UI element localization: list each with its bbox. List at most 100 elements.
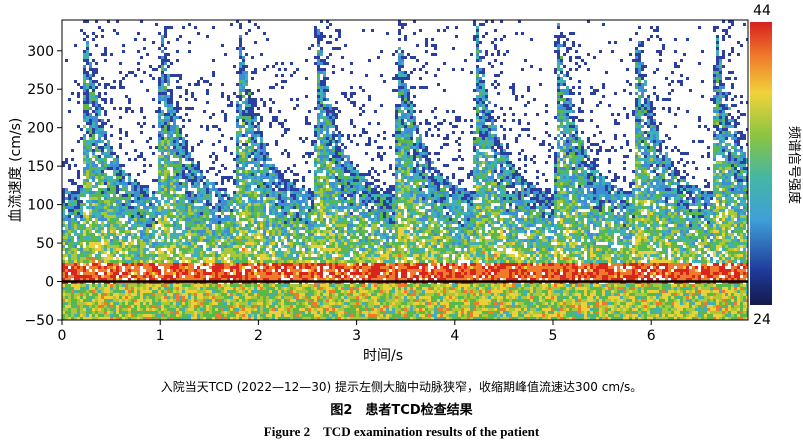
spectrum-cell (263, 173, 266, 176)
spectrum-cell (260, 209, 263, 212)
spectrum-cell (269, 239, 272, 242)
spectrum-cell (326, 122, 329, 125)
spectrum-cell (275, 230, 278, 233)
spectrum-cell (257, 149, 260, 152)
spectrum-cell (278, 218, 281, 221)
spectrum-cell (95, 101, 98, 104)
spectrum-cell (152, 245, 155, 248)
spectrum-cell (221, 233, 224, 236)
spectrum-cell (308, 275, 311, 278)
spectrum-cell (278, 257, 281, 260)
spectrum-cell (140, 275, 143, 278)
spectrum-cell (89, 251, 92, 254)
spectrum-cell (140, 200, 143, 203)
spectrum-cell (167, 257, 170, 260)
spectrum-cell (320, 92, 323, 95)
spectrum-cell (239, 296, 242, 299)
spectrum-cell (95, 242, 98, 245)
spectrum-cell (245, 185, 248, 188)
spectrum-cell (287, 152, 290, 155)
spectrum-cell (98, 230, 101, 233)
spectrum-cell (83, 287, 86, 290)
spectrum-cell (248, 275, 251, 278)
spectrum-cell (239, 311, 242, 314)
spectrum-cell (146, 239, 149, 242)
spectrum-cell (251, 314, 254, 317)
spectrum-cell (236, 101, 239, 104)
spectrum-cell (272, 209, 275, 212)
spectrum-cell (197, 161, 200, 164)
spectrum-cell (74, 200, 77, 203)
spectrum-cell (317, 209, 320, 212)
spectrum-cell (263, 209, 266, 212)
spectrum-cell (158, 119, 161, 122)
spectrum-cell (173, 173, 176, 176)
spectrum-cell (248, 92, 251, 95)
spectrum-cell (113, 107, 116, 110)
spectrum-cell (308, 251, 311, 254)
spectrum-cell (182, 212, 185, 215)
spectrum-cell (107, 287, 110, 290)
spectrum-cell (254, 71, 257, 74)
spectrum-cell (182, 284, 185, 287)
spectrum-cell (263, 296, 266, 299)
spectrum-cell (104, 296, 107, 299)
spectrum-cell (251, 257, 254, 260)
spectrum-cell (110, 275, 113, 278)
spectrum-cell (200, 188, 203, 191)
spectrum-cell (275, 221, 278, 224)
spectrum-cell (236, 122, 239, 125)
spectrum-cell (125, 134, 128, 137)
spectrum-cell (146, 209, 149, 212)
spectrum-cell (197, 257, 200, 260)
spectrum-cell (161, 137, 164, 140)
spectrum-cell (248, 236, 251, 239)
spectrum-cell (164, 176, 167, 179)
spectrum-cell (260, 260, 263, 263)
spectrum-cell (89, 314, 92, 317)
spectrum-cell (167, 200, 170, 203)
spectrum-cell (122, 287, 125, 290)
spectrum-cell (212, 152, 215, 155)
spectrum-cell (92, 290, 95, 293)
spectrum-cell (242, 83, 245, 86)
spectrum-cell (167, 296, 170, 299)
spectrum-cell (323, 128, 326, 131)
spectrum-cell (188, 176, 191, 179)
spectrum-cell (278, 251, 281, 254)
spectrum-cell (146, 194, 149, 197)
spectrum-cell (65, 251, 68, 254)
spectrum-cell (272, 296, 275, 299)
spectrum-cell (320, 266, 323, 269)
spectrum-cell (122, 299, 125, 302)
spectrum-cell (245, 215, 248, 218)
spectrum-cell (191, 287, 194, 290)
spectrum-cell (275, 203, 278, 206)
spectrum-cell (110, 290, 113, 293)
spectrum-cell (317, 302, 320, 305)
spectrum-cell (308, 272, 311, 275)
spectrum-cell (326, 26, 329, 29)
spectrum-cell (134, 188, 137, 191)
spectrum-cell (299, 287, 302, 290)
spectrum-cell (137, 293, 140, 296)
spectrum-cell (242, 167, 245, 170)
spectrum-cell (164, 299, 167, 302)
spectrum-cell (233, 290, 236, 293)
spectrum-cell (251, 299, 254, 302)
spectrum-cell (260, 149, 263, 152)
spectrum-cell (191, 236, 194, 239)
spectrum-cell (119, 275, 122, 278)
spectrum-cell (131, 182, 134, 185)
spectrum-cell (131, 305, 134, 308)
spectrum-cell (164, 224, 167, 227)
spectrum-cell (230, 203, 233, 206)
spectrum-cell (170, 215, 173, 218)
spectrum-cell (320, 20, 323, 23)
spectrum-cell (245, 140, 248, 143)
spectrum-cell (218, 230, 221, 233)
spectrum-cell (284, 179, 287, 182)
spectrum-cell (266, 317, 269, 320)
spectrum-cell (71, 239, 74, 242)
spectrum-cell (215, 308, 218, 311)
